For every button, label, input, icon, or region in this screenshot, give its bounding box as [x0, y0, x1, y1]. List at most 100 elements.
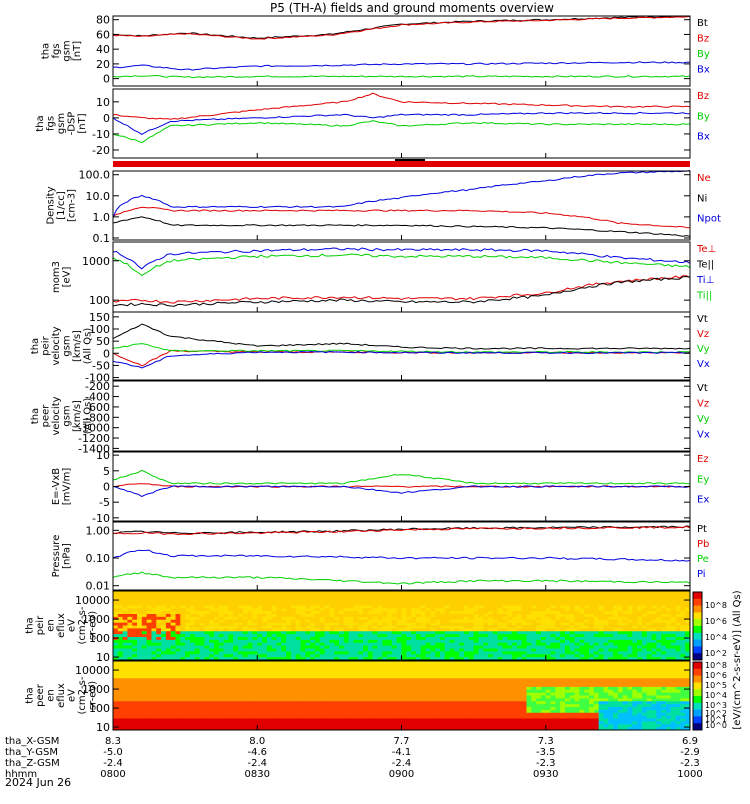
heatmap-cell — [132, 620, 137, 623]
heatmap-cell — [392, 701, 397, 704]
heatmap-cell — [171, 690, 176, 693]
heatmap-cell — [185, 704, 190, 707]
heatmap-cell — [560, 631, 565, 634]
heatmap-cell — [469, 600, 474, 603]
heatmap-cell — [656, 614, 661, 617]
heatmap-cell — [488, 675, 493, 678]
heatmap-cell — [161, 643, 166, 646]
heatmap-cell — [214, 594, 219, 597]
heatmap-cell — [680, 597, 685, 600]
heatmap-cell — [421, 678, 426, 681]
heatmap-cell — [190, 673, 195, 676]
legend-Vx: Vx — [697, 359, 710, 370]
heatmap-cell — [397, 623, 402, 626]
heatmap-cell — [661, 646, 666, 649]
heatmap-cell — [248, 673, 253, 676]
heatmap-cell — [248, 640, 253, 643]
heatmap-cell — [353, 724, 358, 727]
heatmap-cell — [430, 681, 435, 684]
heatmap-cell — [127, 623, 132, 626]
heatmap-cell — [623, 614, 628, 617]
heatmap-cell — [522, 651, 527, 654]
heatmap-cell — [416, 707, 421, 710]
heatmap-cell — [219, 654, 224, 657]
heatmap-cell — [382, 603, 387, 606]
heatmap-cell — [555, 654, 560, 657]
heatmap-cell — [599, 600, 604, 603]
heatmap-cell — [373, 675, 378, 678]
heatmap-cell — [666, 617, 671, 620]
heatmap-cell — [445, 651, 450, 654]
heatmap-cell — [286, 651, 291, 654]
heatmap-cell — [296, 710, 301, 713]
heatmap-cell — [353, 693, 358, 696]
heatmap-cell — [392, 594, 397, 597]
heatmap-cell — [406, 628, 411, 631]
heatmap-cell — [204, 637, 209, 640]
heatmap-cell — [406, 597, 411, 600]
heatmap-cell — [459, 605, 464, 608]
heatmap-cell — [382, 628, 387, 631]
heatmap-cell — [445, 634, 450, 637]
heatmap-cell — [382, 649, 387, 652]
heatmap-cell — [464, 603, 469, 606]
heatmap-cell — [363, 675, 368, 678]
heatmap-cell — [204, 617, 209, 620]
heatmap-cell — [411, 721, 416, 724]
heatmap-cell — [113, 681, 118, 684]
heatmap-cell — [315, 684, 320, 687]
heatmap-cell — [305, 724, 310, 727]
heatmap-cell — [618, 597, 623, 600]
heatmap-cell — [214, 654, 219, 657]
heatmap-cell — [440, 600, 445, 603]
heatmap-cell — [286, 620, 291, 623]
heatmap-cell — [445, 724, 450, 727]
heatmap-cell — [392, 646, 397, 649]
heatmap-cell — [642, 608, 647, 611]
heatmap-cell — [214, 707, 219, 710]
heatmap-cell — [440, 649, 445, 652]
heatmap-cell — [411, 640, 416, 643]
heatmap-cell — [608, 649, 613, 652]
heatmap-cell — [368, 634, 373, 637]
heatmap-cell — [257, 594, 262, 597]
heatmap-cell — [349, 724, 354, 727]
heatmap-cell — [161, 603, 166, 606]
heatmap-cell — [661, 628, 666, 631]
heatmap-cell — [445, 687, 450, 690]
heatmap-cell — [382, 696, 387, 699]
heatmap-cell — [180, 701, 185, 704]
heatmap-cell — [301, 603, 306, 606]
heatmap-cell — [397, 707, 402, 710]
heatmap-cell — [224, 707, 229, 710]
heatmap-cell — [527, 654, 532, 657]
heatmap-cell — [238, 626, 243, 629]
heatmap-cell — [272, 719, 277, 722]
heatmap-cell — [238, 701, 243, 704]
heatmap-cell — [488, 600, 493, 603]
heatmap-cell — [339, 600, 344, 603]
heatmap-cell — [652, 640, 657, 643]
heatmap-cell — [315, 681, 320, 684]
heatmap-cell — [166, 594, 171, 597]
heatmap-cell — [127, 640, 132, 643]
heatmap-cell — [147, 640, 152, 643]
heatmap-cell — [310, 707, 315, 710]
heatmap-cell — [642, 626, 647, 629]
heatmap-cell — [344, 698, 349, 701]
heatmap-cell — [435, 620, 440, 623]
heatmap-cell — [142, 693, 147, 696]
y-tick-label: 100 — [89, 294, 110, 307]
heatmap-cell — [142, 716, 147, 719]
heatmap-cell — [123, 617, 128, 620]
heatmap-cell — [349, 673, 354, 676]
heatmap-cell — [440, 643, 445, 646]
heatmap-cell — [248, 701, 253, 704]
heatmap-cell — [565, 651, 570, 654]
heatmap-cell — [339, 684, 344, 687]
heatmap-cell — [430, 713, 435, 716]
heatmap-cell — [474, 696, 479, 699]
heatmap-cell — [623, 640, 628, 643]
heatmap-cell — [180, 681, 185, 684]
heatmap-cell — [325, 626, 330, 629]
